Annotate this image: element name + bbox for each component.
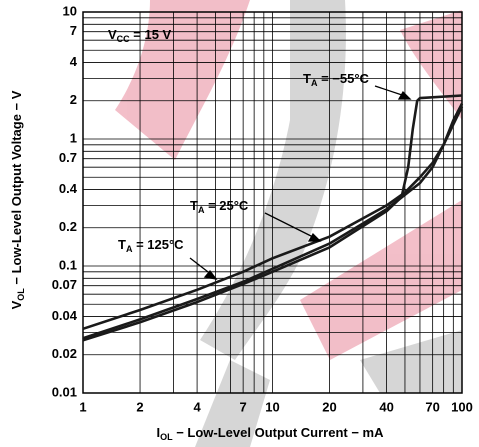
- series-label: TA = 25°C: [190, 198, 249, 215]
- y-tick-label: 0.02: [52, 346, 77, 361]
- series-line: [82, 94, 463, 342]
- x-tick-label: 70: [425, 399, 439, 414]
- x-tick-label: 2: [136, 399, 143, 414]
- grid: [82, 11, 463, 394]
- series-label: TA = 125°C: [118, 237, 184, 254]
- x-tick-label: 1: [79, 399, 86, 414]
- y-tick-label: 0.7: [59, 150, 77, 165]
- y-tick-label: 0.04: [52, 308, 78, 323]
- y-tick-label: 7: [70, 23, 77, 38]
- x-tick-label: 100: [451, 399, 473, 414]
- y-axis-label: VOL − Low-Level Output Voltage − V: [9, 90, 26, 309]
- y-tick-label: 4: [70, 54, 78, 69]
- series-line: [82, 103, 464, 340]
- y-tick-label: 10: [63, 3, 77, 18]
- y-tick-label: 0.01: [52, 384, 77, 399]
- annotation: VCC = 15 V: [108, 27, 172, 44]
- x-tick-label: 40: [379, 399, 393, 414]
- y-tick-label: 2: [70, 92, 77, 107]
- watermark: [115, 0, 462, 447]
- arrows: [189, 85, 412, 280]
- y-tick-label: 1: [70, 130, 77, 145]
- y-tick-label: 0.07: [52, 277, 77, 292]
- y-tick-label: 0.1: [59, 257, 77, 272]
- x-axis-label: IOL − Low-Level Output Current − mA: [156, 425, 384, 442]
- x-tick-label: 20: [322, 399, 336, 414]
- x-tick-label: 7: [240, 399, 247, 414]
- x-tick-label: 4: [193, 399, 201, 414]
- series-label: TA = −55°C: [303, 71, 370, 88]
- x-tick-label: 10: [265, 399, 279, 414]
- y-tick-label: 0.2: [59, 219, 77, 234]
- plot-frame: [82, 11, 463, 394]
- curves: [82, 94, 464, 342]
- y-tick-label: 0.4: [59, 181, 78, 196]
